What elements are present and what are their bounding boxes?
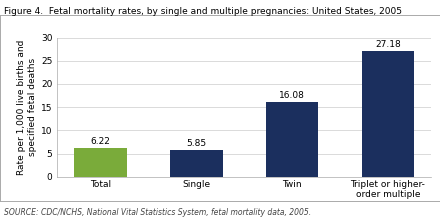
Y-axis label: Rate per 1,000 live births and
specified fetal deaths: Rate per 1,000 live births and specified… bbox=[17, 40, 37, 175]
Bar bbox=[74, 148, 127, 177]
Text: 27.18: 27.18 bbox=[375, 40, 401, 49]
Bar bbox=[362, 51, 414, 177]
Text: 5.85: 5.85 bbox=[186, 139, 206, 148]
Text: Figure 4.  Fetal mortality rates, by single and multiple pregnancies: United Sta: Figure 4. Fetal mortality rates, by sing… bbox=[4, 7, 403, 16]
Bar bbox=[170, 150, 223, 177]
Text: 16.08: 16.08 bbox=[279, 91, 305, 100]
Bar bbox=[266, 102, 319, 177]
Text: 6.22: 6.22 bbox=[91, 137, 110, 146]
Text: SOURCE: CDC/NCHS, National Vital Statistics System, fetal mortality data, 2005.: SOURCE: CDC/NCHS, National Vital Statist… bbox=[4, 208, 312, 217]
